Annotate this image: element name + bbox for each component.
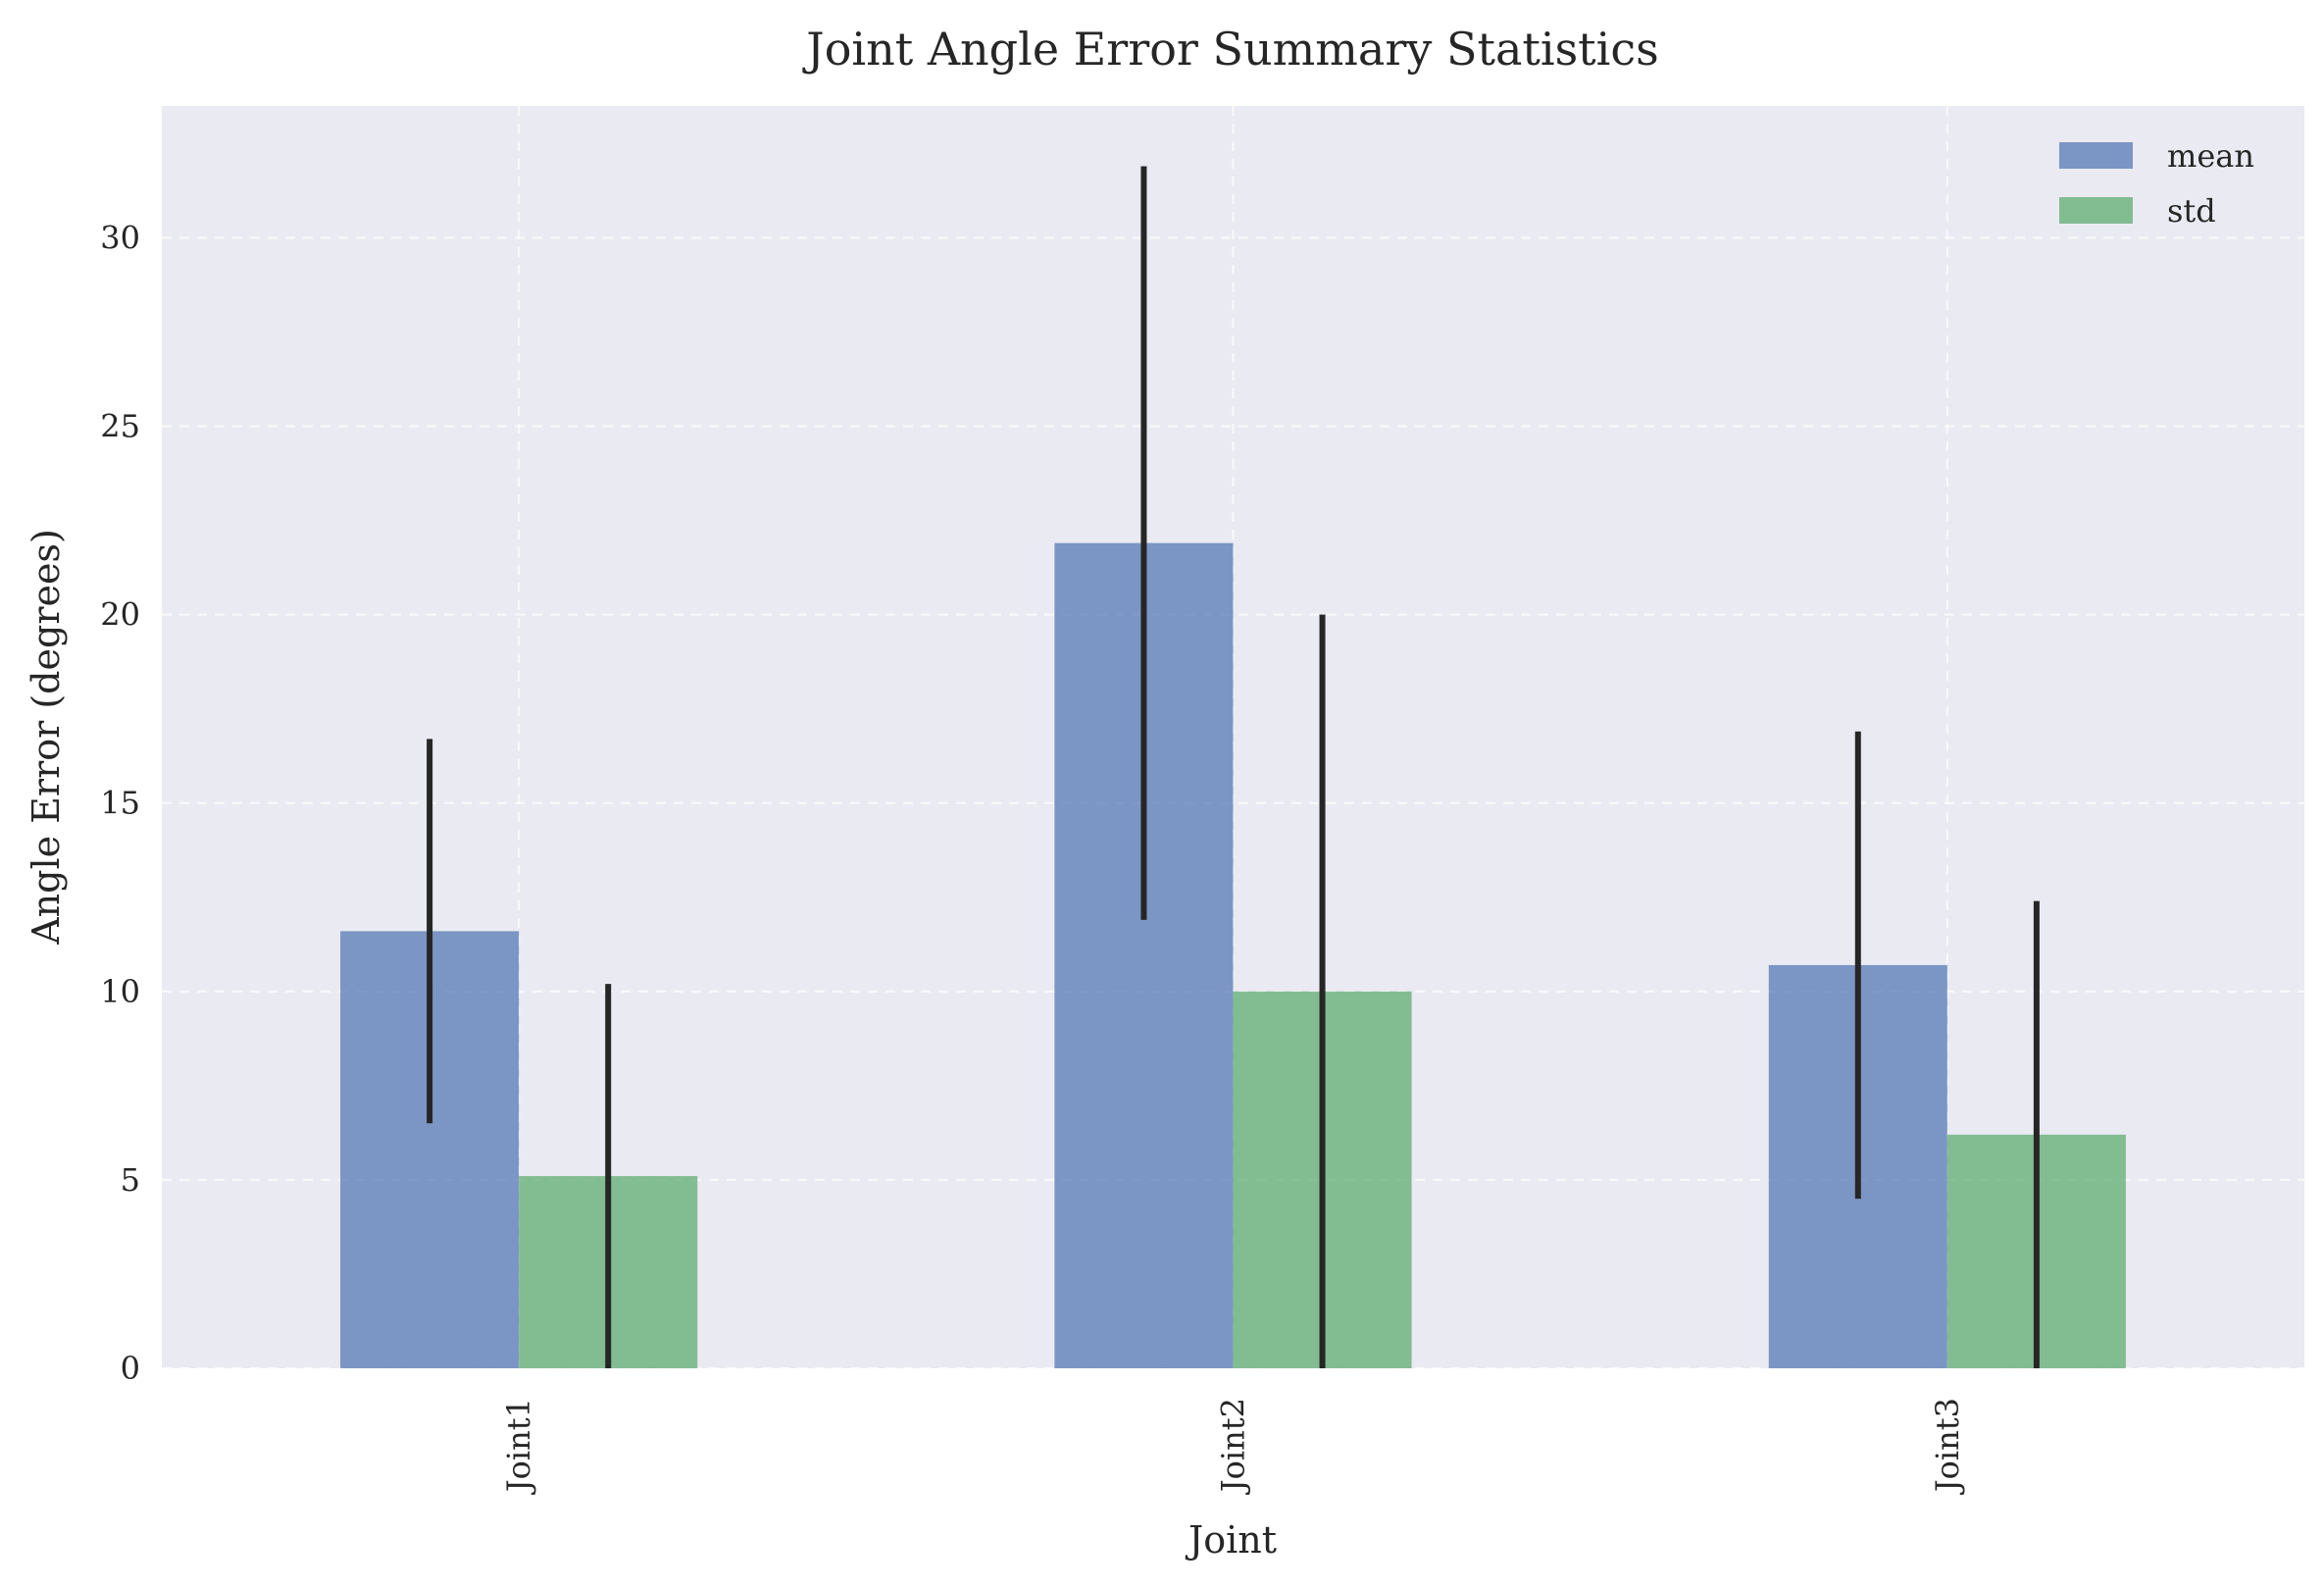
- y-tick-label: 30: [100, 219, 140, 256]
- y-tick-label: 25: [100, 408, 140, 445]
- y-axis-label: Angle Error (degrees): [25, 529, 68, 946]
- legend-swatch-mean: [2059, 142, 2133, 169]
- y-tick-label: 5: [121, 1161, 140, 1199]
- x-tick-label: Joint1: [500, 1398, 537, 1495]
- legend-label-std: std: [2167, 192, 2216, 230]
- y-tick-label: 15: [100, 785, 140, 822]
- ticks: 0 5 10 15 20 25 30 Joint1 Joint2 Joint3: [100, 219, 1966, 1495]
- x-tick-label: Joint3: [1929, 1398, 1966, 1495]
- legend-label-mean: mean: [2167, 137, 2254, 175]
- y-tick-label: 20: [100, 596, 140, 634]
- y-tick-label: 0: [121, 1350, 140, 1387]
- legend-swatch-std: [2059, 197, 2133, 224]
- x-tick-label: Joint2: [1215, 1398, 1252, 1495]
- error-bars: [427, 166, 2040, 1368]
- x-axis-label: Joint: [1185, 1518, 1277, 1562]
- y-tick-label: 10: [100, 973, 140, 1010]
- chart-title: Joint Angle Error Summary Statistics: [802, 23, 1659, 76]
- legend: mean std: [2059, 137, 2254, 230]
